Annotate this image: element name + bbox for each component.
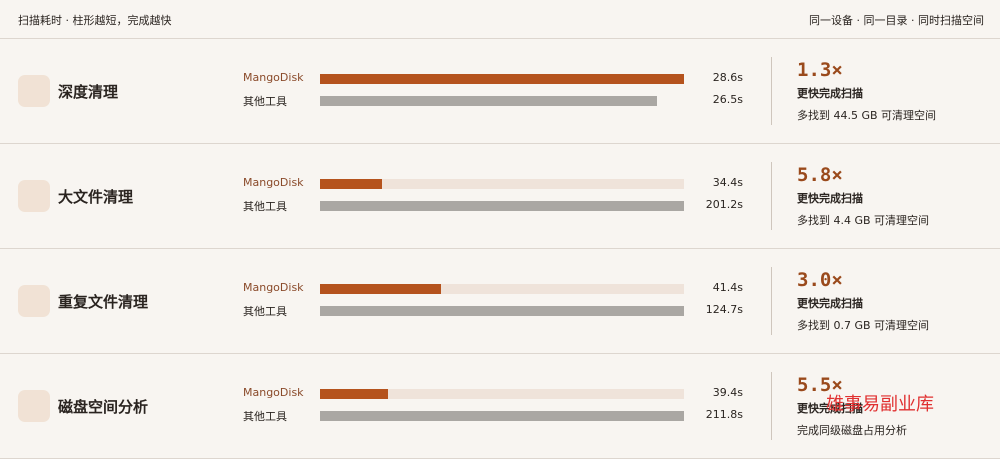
tool-name: 其他工具: [243, 95, 287, 108]
tool-name: 其他工具: [243, 305, 287, 318]
feature-title: 深度清理: [58, 83, 119, 101]
feature-title: 大文件清理: [58, 188, 134, 206]
feature-title: 重复文件清理: [58, 293, 149, 311]
header: 扫描耗时 · 柱形越短，完成越快 同一设备 · 同一目录 · 同时扫描空间: [0, 0, 1000, 39]
bar: [320, 179, 383, 189]
detail: 多找到 4.4 GB 可清理空间: [797, 214, 930, 227]
time-label: 26.5s: [712, 93, 743, 106]
feature-title: 磁盘空间分析: [58, 398, 149, 416]
speedup-note: 更快完成扫描: [797, 297, 863, 310]
feature-row: 大文件清理 MangoDisk 34.4s 其他工具 201.2s 5.8× 更快完成扫描多…: [0, 144, 1000, 249]
bar: [320, 411, 684, 421]
bar: [320, 389, 388, 399]
bar: [320, 74, 684, 84]
time-label: 211.8s: [705, 408, 743, 421]
time-label: 201.2s: [705, 198, 743, 211]
feature-icon: [18, 75, 50, 107]
bar: [320, 96, 658, 106]
divider: [771, 267, 772, 335]
feature-icon: [18, 390, 50, 422]
bar-track: [320, 179, 684, 189]
tool-name: MangoDisk: [243, 176, 304, 189]
time-label: 124.7s: [705, 303, 743, 316]
feature-icon: [18, 285, 50, 317]
divider: [771, 162, 772, 230]
speedup: 5.8×: [797, 164, 843, 186]
detail: 完成同级磁盘占用分析: [797, 424, 907, 437]
tool-name: 其他工具: [243, 410, 287, 423]
bar-track: [320, 74, 684, 84]
feature-row: 磁盘空间分析 MangoDisk 39.4s 其他工具 211.8s 5.5× 更快完成扫描…: [0, 354, 1000, 459]
time-label: 39.4s: [712, 386, 743, 399]
bar-track: [320, 96, 684, 106]
divider: [771, 372, 772, 440]
feature-row: 深度清理 MangoDisk 28.6s 其他工具 26.5s 1.3× 更快完成扫描多找到…: [0, 39, 1000, 144]
bar: [320, 284, 441, 294]
tool-name: MangoDisk: [243, 71, 304, 84]
speedup: 1.3×: [797, 59, 843, 81]
speedup: 3.0×: [797, 269, 843, 291]
bar-track: [320, 201, 684, 211]
bar-track: [320, 389, 684, 399]
bar: [320, 201, 684, 211]
time-label: 41.4s: [712, 281, 743, 294]
bar-track: [320, 284, 684, 294]
divider: [771, 57, 772, 125]
bar: [320, 306, 684, 316]
watermark: 雄事易副业库: [826, 394, 934, 415]
bar-track: [320, 306, 684, 316]
detail: 多找到 44.5 GB 可清理空间: [797, 109, 937, 122]
time-label: 34.4s: [712, 176, 743, 189]
feature-icon: [18, 180, 50, 212]
header-right: 同一设备 · 同一目录 · 同时扫描空间: [809, 14, 984, 27]
tool-name: MangoDisk: [243, 386, 304, 399]
speedup-note: 更快完成扫描: [797, 87, 863, 100]
speedup-note: 更快完成扫描: [797, 192, 863, 205]
bar-track: [320, 411, 684, 421]
speedup: 5.5×: [797, 374, 843, 396]
speedup-note: 更快完成扫描: [797, 402, 863, 415]
time-label: 28.6s: [712, 71, 743, 84]
tool-name: 其他工具: [243, 200, 287, 213]
detail: 多找到 0.7 GB 可清理空间: [797, 319, 930, 332]
header-left: 扫描耗时 · 柱形越短，完成越快: [18, 14, 172, 27]
tool-name: MangoDisk: [243, 281, 304, 294]
feature-row: 重复文件清理 MangoDisk 41.4s 其他工具 124.7s 3.0× 更快完成扫描…: [0, 249, 1000, 354]
